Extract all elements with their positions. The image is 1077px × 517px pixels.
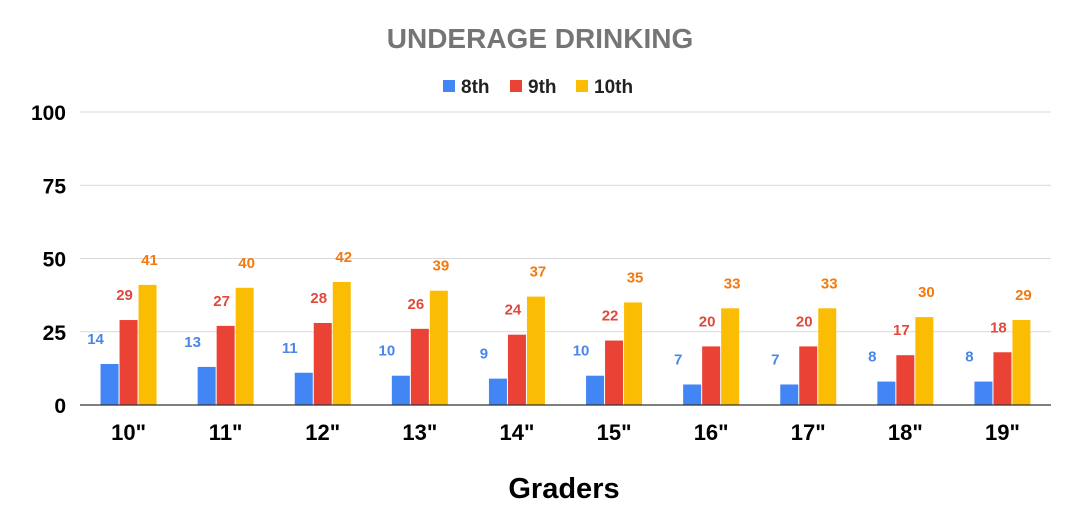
data-label-8th-6: 7 [674,351,682,368]
bar-10th-4 [526,296,545,405]
x-tick-label-1: 11" [209,420,243,445]
bar-10th-0 [138,284,157,405]
data-label-8th-4: 9 [480,346,488,363]
bar-9th-3 [410,328,429,405]
legend-swatch-8th [443,80,455,92]
bar-8th-4 [488,378,507,405]
data-label-9th-8: 17 [893,322,910,339]
data-label-9th-2: 28 [310,290,327,307]
bar-9th-2 [313,322,332,405]
legend-label-9th: 9th [528,77,557,98]
data-label-10th-1: 40 [238,255,255,272]
data-label-8th-9: 8 [965,349,973,366]
legend-label-10th: 10th [594,77,633,98]
bar-10th-7 [818,308,837,405]
chart-title: UNDERAGE DRINKING [387,23,693,54]
data-label-8th-2: 11 [282,340,298,357]
data-label-10th-7: 33 [821,275,838,292]
x-tick-label-4: 14" [499,420,534,445]
x-tick-label-3: 13" [402,420,437,445]
bar-10th-6 [721,308,740,405]
data-label-8th-7: 7 [771,351,779,368]
data-labels: 14 29 41 13 27 40 11 28 42 10 26 39 9 24 37 10 22 35 7 20 33… [87,249,1032,369]
data-label-8th-3: 10 [379,343,396,360]
data-label-10th-6: 33 [724,275,741,292]
bar-8th-9 [974,381,993,405]
bar-8th-1 [197,366,216,405]
data-label-8th-0: 14 [87,331,104,348]
x-tick-label-2: 12" [305,420,340,445]
x-tick-label-6: 16" [694,420,729,445]
x-tick-label-5: 15" [597,420,632,445]
y-axis-ticks: 0 25 50 75 100 [31,102,66,418]
data-label-8th-8: 8 [868,349,876,366]
data-label-9th-7: 20 [796,313,813,330]
legend-swatch-10th [576,80,588,92]
gridlines [80,111,1051,333]
bar-8th-2 [294,372,313,405]
data-label-10th-5: 35 [627,269,644,286]
bar-9th-0 [119,320,138,405]
bar-10th-1 [235,287,254,405]
data-label-9th-6: 20 [699,313,716,330]
x-axis-ticks: 10" 11" 12" 13" 14" 15" 16" 17" 18" 19" [111,420,1020,445]
data-label-8th-5: 10 [573,343,590,360]
data-label-9th-0: 29 [116,287,133,304]
data-label-10th-3: 39 [433,258,450,275]
x-tick-label-8: 18" [888,420,923,445]
bar-10th-9 [1012,320,1031,405]
data-label-9th-4: 24 [505,302,522,319]
data-label-10th-4: 37 [530,264,547,281]
data-label-9th-3: 26 [408,296,425,313]
data-label-10th-2: 42 [335,249,352,266]
data-label-8th-1: 13 [184,334,201,351]
bar-9th-6 [702,346,721,405]
bar-10th-3 [429,290,448,405]
bar-8th-3 [391,375,410,405]
bar-9th-8 [896,355,915,405]
legend-label-8th: 8th [461,77,490,98]
bar-10th-2 [332,281,351,405]
data-label-9th-5: 22 [602,308,619,325]
y-tick-label-50: 50 [43,249,66,272]
bars [100,281,1031,405]
bar-8th-5 [586,375,605,405]
bar-10th-5 [624,302,643,405]
x-tick-label-9: 19" [985,420,1020,445]
data-label-9th-9: 18 [990,319,1007,336]
legend: 8th 9th 10th [443,77,633,98]
data-label-10th-8: 30 [918,284,935,301]
bar-8th-7 [780,384,799,405]
x-axis-label: Graders [508,473,619,505]
bar-9th-4 [507,334,526,405]
legend-swatch-9th [510,80,522,92]
bar-8th-0 [100,363,119,405]
bar-9th-7 [799,346,818,405]
bar-9th-9 [993,352,1012,405]
x-tick-label-7: 17" [791,420,826,445]
x-tick-label-0: 10" [111,420,146,445]
y-tick-label-25: 25 [43,322,67,345]
data-label-10th-9: 29 [1015,287,1032,304]
y-tick-label-0: 0 [54,395,66,418]
data-label-10th-0: 41 [141,252,158,269]
y-tick-label-100: 100 [31,102,66,125]
bar-9th-5 [605,340,624,405]
bar-8th-8 [877,381,896,405]
bar-10th-8 [915,317,934,405]
bar-8th-6 [683,384,702,405]
bar-9th-1 [216,325,235,405]
y-tick-label-75: 75 [43,175,67,198]
data-label-9th-1: 27 [213,293,230,310]
